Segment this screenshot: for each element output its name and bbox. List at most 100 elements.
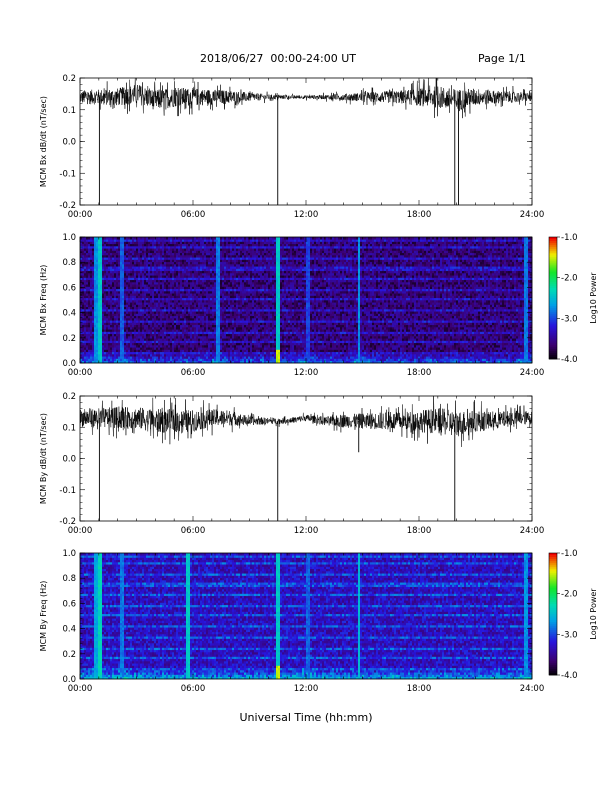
heat-cell xyxy=(88,262,90,265)
heat-cell xyxy=(98,262,100,265)
heat-cell xyxy=(106,359,108,362)
heat-cell xyxy=(110,260,112,263)
heat-cell xyxy=(92,311,94,314)
heat-cell xyxy=(132,314,134,317)
heat-cell xyxy=(136,296,138,299)
heat-cell xyxy=(126,242,128,245)
heat-cell xyxy=(118,248,120,251)
heat-cell xyxy=(96,264,98,267)
heat-cell xyxy=(106,287,108,290)
heat-cell xyxy=(132,307,134,310)
heat-cell xyxy=(90,287,92,290)
heat-cell xyxy=(134,296,136,299)
heat-cell xyxy=(126,347,128,350)
heat-cell xyxy=(114,244,116,247)
heat-cell xyxy=(126,332,128,335)
heat-cell xyxy=(84,257,86,260)
heat-cell xyxy=(104,334,106,337)
heat-cell xyxy=(96,302,98,305)
heat-cell xyxy=(126,284,128,287)
heat-cell xyxy=(108,287,110,290)
heat-cell xyxy=(140,309,142,312)
heat-cell xyxy=(84,338,86,341)
heat-cell xyxy=(120,264,122,267)
heat-cell xyxy=(104,248,106,251)
heat-cell xyxy=(128,305,130,308)
heat-cell xyxy=(128,314,130,317)
heat-cell xyxy=(136,266,138,269)
heat-cell xyxy=(138,318,140,321)
heat-cell xyxy=(112,311,114,314)
heat-cell xyxy=(114,338,116,341)
heat-cell xyxy=(136,291,138,294)
heat-cell xyxy=(142,332,144,335)
heat-cell xyxy=(94,316,96,319)
heat-cell xyxy=(122,341,124,344)
heat-cell xyxy=(140,262,142,265)
heat-cell xyxy=(86,318,88,321)
heat-cell xyxy=(116,311,118,314)
heat-cell xyxy=(134,251,136,254)
heat-cell xyxy=(96,327,98,330)
heat-cell xyxy=(140,320,142,323)
heat-cell xyxy=(108,246,110,249)
heat-cell xyxy=(136,271,138,274)
heat-cell xyxy=(114,282,116,285)
heat-cell xyxy=(102,359,104,362)
heat-cell xyxy=(132,282,134,285)
heat-cell xyxy=(128,239,130,242)
heat-cell xyxy=(98,255,100,258)
heat-cell xyxy=(116,323,118,326)
heat-cell xyxy=(138,257,140,260)
heat-cell xyxy=(108,291,110,294)
heat-cell xyxy=(142,323,144,326)
heat-cell xyxy=(112,255,114,258)
heat-cell xyxy=(124,311,126,314)
heat-cell xyxy=(86,338,88,341)
heat-cell xyxy=(92,284,94,287)
heat-cell xyxy=(116,266,118,269)
heat-cell xyxy=(132,354,134,357)
heat-cell xyxy=(126,257,128,260)
heat-cell xyxy=(128,284,130,287)
heat-cell xyxy=(118,298,120,301)
heat-cell xyxy=(86,359,88,362)
heat-cell xyxy=(136,284,138,287)
heat-cell xyxy=(106,325,108,328)
heat-cell xyxy=(138,329,140,332)
heat-cell xyxy=(110,329,112,332)
heat-cell xyxy=(88,260,90,263)
heat-cell xyxy=(118,260,120,263)
heat-cell xyxy=(120,316,122,319)
heat-cell xyxy=(128,255,130,258)
heat-cell xyxy=(112,350,114,353)
heat-cell xyxy=(134,307,136,310)
heat-cell xyxy=(102,253,104,256)
heat-cell xyxy=(134,311,136,314)
heat-cell xyxy=(82,307,84,310)
heat-cell xyxy=(96,320,98,323)
heat-cell xyxy=(88,275,90,278)
heat-cell xyxy=(112,296,114,299)
heat-cell xyxy=(96,291,98,294)
heat-cell xyxy=(140,253,142,256)
heat-cell xyxy=(82,239,84,242)
heat-cell xyxy=(90,350,92,353)
heat-cell xyxy=(136,264,138,267)
heat-cell xyxy=(136,325,138,328)
heat-cell xyxy=(118,354,120,357)
heat-cell xyxy=(114,291,116,294)
heat-cell xyxy=(84,264,86,267)
heat-cell xyxy=(106,293,108,296)
heat-cell xyxy=(98,354,100,357)
heat-cell xyxy=(90,318,92,321)
heat-cell xyxy=(116,257,118,260)
heat-cell xyxy=(88,257,90,260)
heat-cell xyxy=(86,350,88,353)
heat-cell xyxy=(110,332,112,335)
heat-cell xyxy=(84,275,86,278)
heat-cell xyxy=(114,311,116,314)
heat-cell xyxy=(106,244,108,247)
heat-cell xyxy=(140,239,142,242)
heat-cell xyxy=(132,244,134,247)
